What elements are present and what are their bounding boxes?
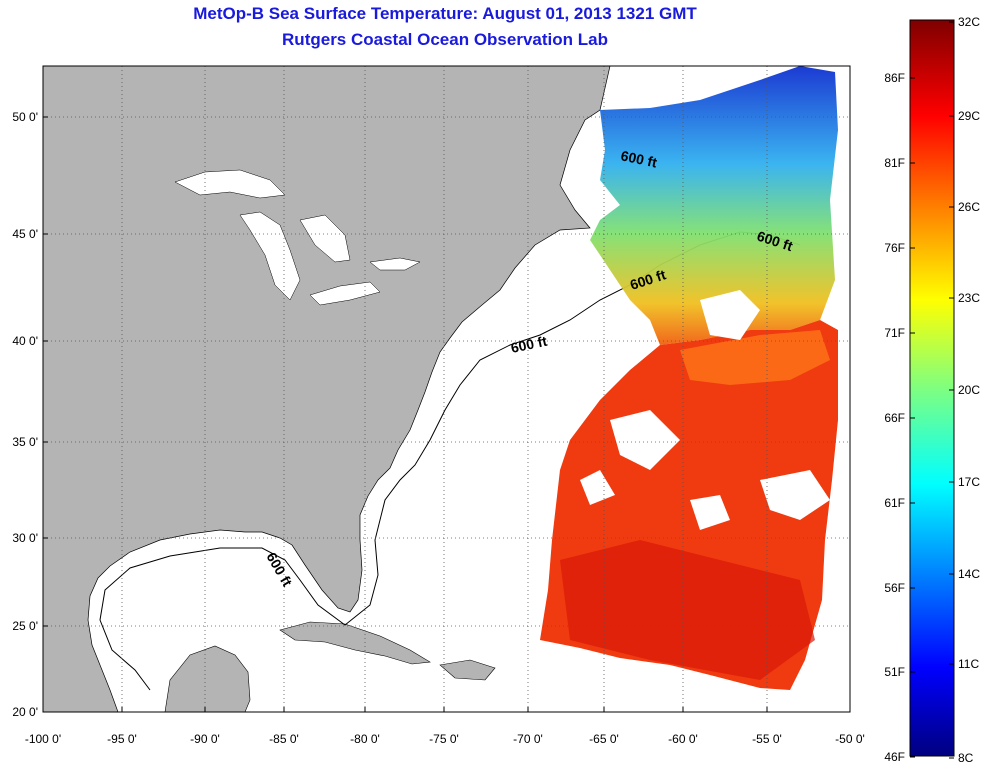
- colorbar-celsius-label: 23C: [958, 291, 980, 305]
- map-title: MetOp-B Sea Surface Temperature: August …: [193, 4, 697, 23]
- colorbar-celsius-label: 14C: [958, 567, 980, 581]
- north-america-land: [43, 66, 611, 712]
- cuba-land: [279, 621, 431, 665]
- hispaniola-land: [439, 659, 496, 681]
- longitude-tick-label: -90 0': [190, 732, 220, 746]
- map-frame: [42, 65, 851, 713]
- latitude-tick-label: 45 0': [12, 227, 38, 241]
- longitude-tick-label: -75 0': [429, 732, 459, 746]
- colorbar-fahrenheit-label: 71F: [884, 326, 905, 340]
- colorbar-celsius-label: 29C: [958, 109, 980, 123]
- colorbar-fahrenheit-label: 51F: [884, 665, 905, 679]
- colorbar-fahrenheit-label: 56F: [884, 581, 905, 595]
- colorbar-fahrenheit-label: 61F: [884, 496, 905, 510]
- latitude-tick-label: 40 0': [12, 334, 38, 348]
- lat-lon-grid: [43, 66, 850, 712]
- colorbar-fahrenheit-label: 81F: [884, 156, 905, 170]
- colorbar-celsius-label: 8C: [958, 751, 974, 765]
- sst-streak: [560, 540, 815, 680]
- sst-north-swath: [590, 66, 838, 345]
- contour-label: 600 ft: [509, 333, 548, 356]
- latitude-tick-label: 30 0': [12, 531, 38, 545]
- contour-label: 600 ft: [619, 147, 658, 170]
- colorbar-celsius-label: 32C: [958, 15, 980, 29]
- great-lakes: [174, 169, 421, 306]
- longitude-tick-label: -100 0': [25, 732, 61, 746]
- longitude-tick-label: -85 0': [269, 732, 299, 746]
- longitude-tick-label: -50 0': [835, 732, 865, 746]
- colorbar-celsius-label: 26C: [958, 200, 980, 214]
- cloud-gap: [580, 290, 830, 530]
- longitude-tick-label: -60 0': [668, 732, 698, 746]
- longitude-axis: -100 0' -95 0' -90 0' -85 0' -80 0' -75 0' -70…: [25, 707, 865, 746]
- longitude-tick-label: -70 0': [513, 732, 543, 746]
- map-subtitle: Rutgers Coastal Ocean Observation Lab: [282, 30, 608, 49]
- longitude-tick-label: -95 0': [107, 732, 137, 746]
- latitude-tick-label: 25 0': [12, 619, 38, 633]
- colorbar-fahrenheit-label: 86F: [884, 71, 905, 85]
- latitude-tick-label: 50 0': [12, 110, 38, 124]
- longitude-tick-label: -55 0': [752, 732, 782, 746]
- longitude-tick-label: -80 0': [350, 732, 380, 746]
- temperature-colorbar: [909, 19, 955, 757]
- colorbar-fahrenheit-label: 66F: [884, 411, 905, 425]
- latitude-tick-label: 20 0': [12, 705, 38, 719]
- colorbar-celsius-label: 17C: [958, 475, 980, 489]
- latitude-axis: 50 0' 45 0' 40 0' 35 0' 30 0' 25 0' 20 0': [12, 110, 48, 719]
- colorbar-ticks: 86F 81F 76F 71F 66F 61F 56F 51F 46F 32C 29C 26C 23C 2…: [884, 15, 980, 765]
- colorbar-fahrenheit-label: 76F: [884, 241, 905, 255]
- shelf-contour: [99, 231, 801, 691]
- latitude-tick-label: 35 0': [12, 435, 38, 449]
- yucatan-land: [164, 645, 251, 712]
- colorbar-celsius-label: 20C: [958, 383, 980, 397]
- colorbar-celsius-label: 11C: [958, 657, 979, 671]
- colorbar-fahrenheit-label: 46F: [884, 750, 905, 764]
- longitude-tick-label: -65 0': [589, 732, 619, 746]
- sst-streak: [680, 330, 830, 385]
